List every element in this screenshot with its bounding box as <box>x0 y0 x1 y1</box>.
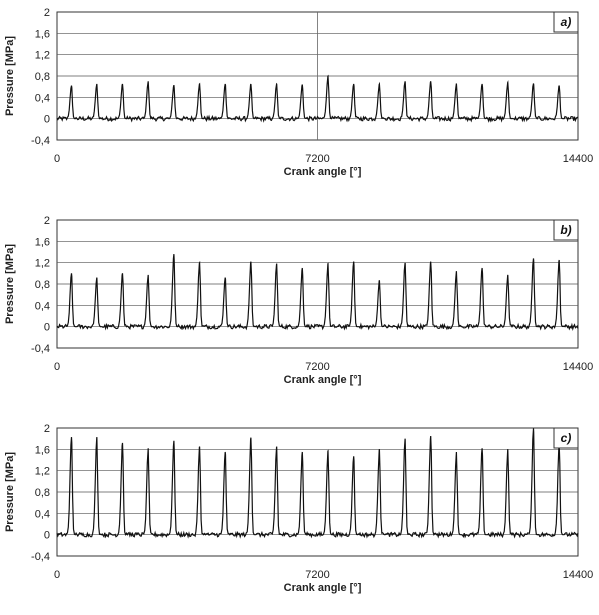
x-axis-title: Crank angle [°] <box>284 582 362 594</box>
y-tick-labels: -0,4 0 0,4 0,8 1,2 1,6 2 <box>31 423 50 563</box>
chart-panel-b: -0,4 0 0,4 0,8 1,2 1,6 2 0 7200 14400 Crank angl… <box>4 215 593 386</box>
x-axis-title: Crank angle [°] <box>284 166 362 178</box>
x-tick-label: 7200 <box>305 569 329 581</box>
panel-label-box <box>553 219 579 241</box>
y-tick-label: -0,4 <box>31 551 50 563</box>
y-tick-label: -0,4 <box>31 135 50 147</box>
y-tick-label: 0,8 <box>35 71 50 83</box>
chart-panel-c: -0,4 0 0,4 0,8 1,2 1,6 2 0 7200 14400 Crank angl… <box>4 423 593 594</box>
x-tick-labels: 0 7200 14400 <box>54 153 593 165</box>
x-tick-labels: 0 7200 14400 <box>54 569 593 581</box>
x-tick-label: 7200 <box>305 361 329 373</box>
y-tick-label: 0,4 <box>35 300 50 312</box>
panel-label: a) <box>561 15 572 29</box>
y-axis-title: Pressure [MPa] <box>4 36 16 116</box>
pressure-trace <box>56 254 579 331</box>
x-tick-label: 14400 <box>563 153 594 165</box>
y-tick-label: 1,6 <box>35 28 50 40</box>
pressure-trace <box>56 74 579 123</box>
y-tick-label: 0 <box>44 530 50 542</box>
y-tick-label: 1,2 <box>35 258 50 270</box>
x-tick-label: 14400 <box>563 569 594 581</box>
y-tick-label: 0 <box>44 322 50 334</box>
y-tick-label: 0,8 <box>35 279 50 291</box>
y-tick-label: 1,6 <box>35 236 50 248</box>
pressure-trace <box>56 428 579 539</box>
y-tick-labels: -0,4 0 0,4 0,8 1,2 1,6 2 <box>31 215 50 355</box>
x-tick-label: 0 <box>54 361 60 373</box>
x-tick-label: 0 <box>54 153 60 165</box>
panel-label-box <box>553 427 579 449</box>
y-axis-title: Pressure [MPa] <box>4 452 16 532</box>
x-axis-title: Crank angle [°] <box>284 374 362 386</box>
panel-label: c) <box>561 431 572 445</box>
y-tick-label: 2 <box>44 215 50 227</box>
y-tick-label: 0,4 <box>35 92 50 104</box>
chart-panel-a: -0,4 0 0,4 0,8 1,2 1,6 2 0 7200 14400 Crank angl… <box>4 7 593 178</box>
y-tick-label: 0 <box>44 114 50 126</box>
y-axis-title: Pressure [MPa] <box>4 244 16 324</box>
y-tick-label: 2 <box>44 423 50 435</box>
y-tick-label: -0,4 <box>31 343 50 355</box>
y-tick-labels: -0,4 0 0,4 0,8 1,2 1,6 2 <box>31 7 50 147</box>
panel-label: b) <box>560 223 571 237</box>
panel-label-box <box>553 11 579 33</box>
y-tick-label: 1,6 <box>35 444 50 456</box>
y-tick-label: 1,2 <box>35 50 50 62</box>
y-tick-label: 1,2 <box>35 466 50 478</box>
y-tick-label: 0,4 <box>35 508 50 520</box>
x-tick-labels: 0 7200 14400 <box>54 361 593 373</box>
x-tick-label: 14400 <box>563 361 594 373</box>
y-tick-label: 0,8 <box>35 487 50 499</box>
x-tick-label: 0 <box>54 569 60 581</box>
y-tick-label: 2 <box>44 7 50 19</box>
x-tick-label: 7200 <box>305 153 329 165</box>
